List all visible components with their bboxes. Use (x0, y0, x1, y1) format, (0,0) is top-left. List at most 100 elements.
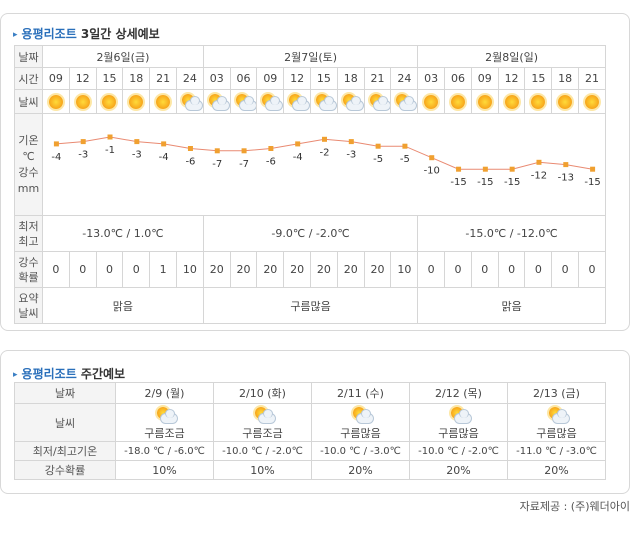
weekly-pop-row: 강수확률 10% 10% 20% 20% 20% (14, 460, 606, 480)
temperature-point (268, 146, 274, 151)
temperature-point (322, 136, 327, 142)
time-cell: 24 (175, 67, 204, 90)
sun-icon (504, 94, 519, 109)
pop-row: 강수 확률 0 0 0 0 1 10 20 20 20 20 20 20 20 10 0 0 0 0 0 0 0 (14, 251, 606, 288)
weekly-pop-cell: 10% (213, 460, 312, 480)
sun-icon (558, 94, 573, 109)
temperature-label: -5 (400, 154, 410, 165)
temperature-point (214, 148, 220, 154)
day-summary: 맑음 (417, 287, 606, 324)
temperature-point (509, 166, 515, 172)
row-label-date: 날짜 (14, 45, 43, 68)
temp-chart-cell: -4 -3 -1 -3 -4 -6 -7 -7 -6 -4 -2 -3 -5 -5 -10 -15 -15 -15… (42, 113, 606, 216)
pop-cell: 0 (444, 251, 472, 288)
temperature-point (348, 139, 354, 145)
partly-cloudy-icon (259, 93, 283, 111)
weather-icon-cell (122, 89, 151, 114)
temperature-label: -4 (293, 152, 303, 163)
partly-cloudy-icon (286, 93, 310, 111)
pop-cell: 0 (417, 251, 446, 288)
date-row: 날짜 2월6일(금) 2월7일(토) 2월8일(일) (14, 45, 606, 68)
temperature-label: -7 (212, 159, 222, 170)
temperature-label: -3 (132, 150, 142, 161)
partly-cloudy-icon (206, 93, 230, 111)
row-label-time: 시간 (14, 67, 43, 90)
three-day-title: ▸ 용평리조트 3일간 상세예보 (13, 27, 160, 41)
sun-icon (450, 94, 465, 109)
time-cell: 09 (470, 67, 499, 90)
time-cell: 24 (390, 67, 419, 90)
row-label-weather: 날씨 (14, 89, 43, 114)
pop-cell: 0 (470, 251, 499, 288)
day-minmax: -13.0℃ / 1.0℃ (42, 215, 204, 252)
sun-icon (129, 94, 144, 109)
temperature-point (107, 134, 113, 140)
weekly-weather-label: 구름많음 (340, 427, 381, 440)
temperature-point (295, 141, 301, 147)
row-label-minmax: 최저 최고 (14, 215, 43, 252)
time-cell: 15 (310, 67, 338, 90)
weekly-minmax-row: 최저/최고기온 -18.0 ℃ / -6.0℃ -10.0 ℃ / -2.0℃ -1… (14, 441, 606, 461)
day-summary: 구름많음 (202, 287, 419, 324)
weather-icon-cell (256, 89, 285, 114)
pop-cell: 0 (497, 251, 526, 288)
sun-icon (102, 94, 117, 109)
weekly-date-cell: 2/11 (수) (311, 382, 410, 404)
time-row: 시간 09 12 15 18 21 24 03 06 09 12 15 18 21 24 03 06 09 12 1… (14, 67, 606, 90)
pop-cell: 0 (42, 251, 70, 288)
temperature-point (134, 139, 140, 145)
day-minmax: -9.0℃ / -2.0℃ (202, 215, 419, 252)
temperature-label: -6 (185, 157, 195, 168)
pop-cell: 0 (68, 251, 97, 288)
temperature-line-chart: -4 -3 -1 -3 -4 -6 -7 -7 -6 -4 -2 -3 -5 -5 -10 -15 -15 -15… (51, 134, 601, 188)
weather-icon-cell (95, 89, 124, 114)
weekly-date-cell: 2/12 (목) (409, 382, 508, 404)
temperature-point (375, 143, 381, 149)
time-cell: 15 (524, 67, 553, 90)
partly-cloudy-icon (154, 407, 178, 424)
temperature-point (456, 166, 462, 172)
weather-icon-cell (310, 89, 338, 114)
time-cell: 21 (578, 67, 606, 90)
time-cell: 21 (363, 67, 392, 90)
partly-cloudy-icon (367, 93, 390, 111)
temperature-label: -4 (51, 152, 61, 163)
pop-cell: 0 (122, 251, 151, 288)
weekly-pop-cell: 20% (311, 460, 410, 480)
temperature-label: -13 (558, 173, 574, 184)
weekly-panel: ▸ 용평리조트 주간예보 날짜 2/9 (월) 2/10 (화) 2/11 (수) 2/… (0, 350, 630, 494)
weekly-pop-cell: 20% (409, 460, 508, 480)
weather-icon-cell (444, 89, 472, 114)
day-summary: 맑음 (42, 287, 204, 324)
weather-icon-cell (578, 89, 606, 114)
row-label-weather: 날씨 (14, 403, 116, 442)
weekly-date-cell: 2/13 (금) (507, 382, 606, 404)
partly-cloudy-icon (393, 93, 417, 111)
day-minmax: -15.0℃ / -12.0℃ (417, 215, 606, 252)
temperature-label: -15 (584, 177, 600, 188)
row-label-date: 날짜 (14, 382, 116, 404)
temperature-label: -7 (239, 159, 249, 170)
bullet-arrow-icon: ▸ (13, 30, 18, 40)
weather-icon-cell (68, 89, 97, 114)
time-cell: 18 (551, 67, 580, 90)
weather-icon-cell (363, 89, 392, 114)
weather-icon-cell (202, 89, 231, 114)
minmax-row: 최저 최고 -13.0℃ / 1.0℃ -9.0℃ / -2.0℃ -15.0℃… (14, 215, 606, 252)
three-day-table: 날짜 2월6일(금) 2월7일(토) 2월8일(일) 시간 09 12 15 18 21… (14, 45, 606, 324)
weather-icon-cell (417, 89, 446, 114)
summary-row: 요약 날씨 맑음 구름많음 맑음 (14, 287, 606, 324)
weather-icon-cell (470, 89, 499, 114)
pop-cell: 20 (256, 251, 285, 288)
weekly-minmax-cell: -18.0 ℃ / -6.0℃ (115, 441, 214, 461)
row-label-pop: 강수확률 (14, 460, 116, 480)
sun-icon (584, 94, 599, 109)
time-cell: 15 (95, 67, 124, 90)
weekly-minmax-cell: -10.0 ℃ / -3.0℃ (311, 441, 410, 461)
weather-icon-cell (390, 89, 419, 114)
pop-cell: 20 (336, 251, 365, 288)
weekly-pop-cell: 10% (115, 460, 214, 480)
sun-icon (531, 94, 546, 109)
temperature-label: -15 (477, 177, 493, 188)
weekly-minmax-cell: -11.0 ℃ / -3.0℃ (507, 441, 606, 461)
